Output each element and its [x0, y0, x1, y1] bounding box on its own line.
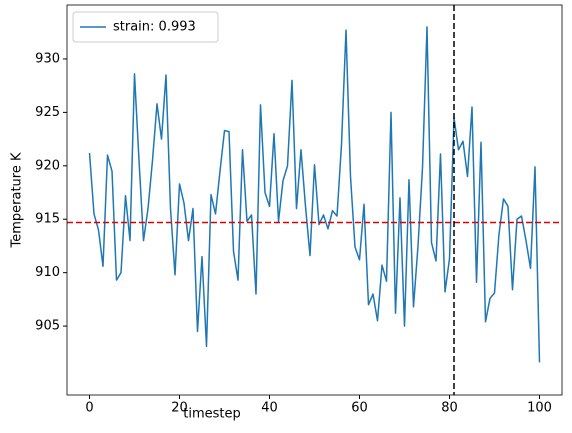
x-tick-label: 0	[85, 401, 93, 416]
x-tick-label: 80	[441, 401, 458, 416]
y-tick-label: 905	[35, 319, 60, 334]
y-axis-label: Temperature K	[10, 152, 25, 248]
legend-label: strain: 0.993	[113, 20, 196, 35]
x-tick-label: 100	[527, 401, 552, 416]
legend-box	[72, 11, 219, 43]
x-tick-label: 60	[351, 401, 368, 416]
y-tick-label: 925	[35, 105, 60, 120]
plot-frame	[66, 4, 563, 396]
x-tick-label: 20	[171, 401, 188, 416]
y-tick-label: 930	[35, 51, 60, 66]
data-line	[88, 26, 541, 363]
x-axis-label: timestep	[183, 407, 241, 422]
y-tick-label: 915	[35, 212, 60, 227]
y-tick-label: 920	[35, 158, 60, 173]
y-tick-label: 910	[35, 265, 60, 280]
x-tick-label: 40	[261, 401, 278, 416]
